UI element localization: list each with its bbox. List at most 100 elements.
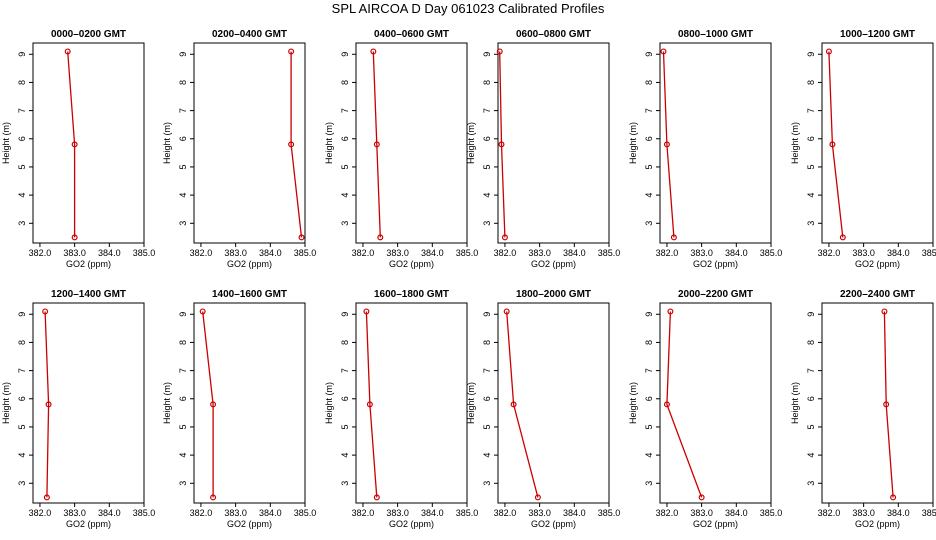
- y-tick-label: 4: [178, 453, 188, 458]
- x-tick-label: 382.0: [818, 508, 841, 518]
- x-tick-label: 382.0: [656, 248, 679, 258]
- y-tick-label: 8: [644, 80, 654, 85]
- profile-line: [67, 51, 76, 238]
- y-tick-label: 9: [806, 52, 816, 57]
- y-tick-label: 6: [17, 396, 27, 401]
- y-tick-label: 5: [340, 424, 350, 429]
- y-tick-label: 8: [482, 80, 492, 85]
- x-tick-label: 385.0: [598, 248, 621, 258]
- y-axis-label: Height (m): [1, 122, 11, 164]
- y-tick-label: 9: [340, 52, 350, 57]
- panel-10: 1800–2000 GMT 382.0 383.0 384.0 385.0 3 4 5 6 7 8 9…: [466, 289, 620, 529]
- x-axis-label: GO2 (ppm): [693, 259, 738, 269]
- x-tick-label: 383.0: [528, 508, 551, 518]
- x-tick-label: 382.0: [190, 248, 213, 258]
- data-point: [503, 308, 510, 315]
- data-point: [373, 141, 380, 148]
- y-axis-label: Height (m): [324, 382, 334, 424]
- panel-title: 0800–1000 GMT: [678, 29, 753, 40]
- x-tick-label: 382.0: [494, 248, 517, 258]
- data-point: [43, 494, 50, 501]
- y-tick-label: 9: [178, 312, 188, 317]
- y-tick-label: 8: [17, 80, 27, 85]
- y-axis-label: Height (m): [628, 382, 638, 424]
- profile-line: [506, 311, 539, 498]
- panel-8: 1400–1600 GMT 382.0 383.0 384.0 385.0 3 4 5 6 7 8 9…: [162, 289, 316, 529]
- plot-frame: [659, 42, 772, 244]
- plot-frame: [659, 302, 772, 504]
- y-tick-label: 9: [340, 312, 350, 317]
- y-axis-label: Height (m): [466, 122, 476, 164]
- y-axis-label: Height (m): [324, 122, 334, 164]
- x-tick-label: 382.0: [352, 248, 375, 258]
- plot-frame: [497, 42, 610, 244]
- plot-frame: [497, 302, 610, 504]
- data-point: [501, 234, 508, 241]
- y-tick-label: 5: [17, 164, 27, 169]
- y-tick-label: 8: [644, 340, 654, 345]
- y-tick-label: 3: [178, 481, 188, 486]
- panel-3: 0400–0600 GMT 382.0 383.0 384.0 385.0 3 4 5 6 7 8 9…: [324, 29, 478, 269]
- y-tick-label: 4: [806, 193, 816, 198]
- y-tick-label: 5: [644, 424, 654, 429]
- x-tick-label: 384.0: [259, 248, 282, 258]
- y-tick-label: 6: [644, 396, 654, 401]
- x-tick-label: 384.0: [98, 508, 121, 518]
- panel-6: 1000–1200 GMT 382.0 383.0 384.0 385.0 3 4 5 6 7 8 9…: [790, 29, 936, 269]
- y-tick-label: 3: [340, 221, 350, 226]
- data-point: [839, 234, 846, 241]
- panel-title: 2200–2400 GMT: [840, 289, 915, 300]
- x-tick-label: 385.0: [760, 248, 783, 258]
- profile-line: [828, 51, 844, 238]
- y-tick-label: 6: [644, 136, 654, 141]
- y-tick-label: 7: [17, 108, 27, 113]
- panel-title: 2000–2200 GMT: [678, 289, 753, 300]
- y-tick-label: 5: [806, 424, 816, 429]
- plot-frame: [355, 42, 468, 244]
- x-tick-label: 383.0: [852, 508, 875, 518]
- panel-title: 0600–0800 GMT: [516, 29, 591, 40]
- x-tick-label: 385.0: [133, 248, 156, 258]
- panel-1: 0000–0200 GMT 382.0 383.0 384.0 385.0 3 4 5 6 7 8 9…: [1, 29, 155, 269]
- y-tick-label: 4: [340, 453, 350, 458]
- x-tick-label: 383.0: [224, 508, 247, 518]
- x-tick-label: 383.0: [386, 248, 409, 258]
- profile-line: [202, 311, 214, 498]
- data-point: [210, 494, 217, 501]
- data-point: [71, 141, 78, 148]
- data-point: [363, 308, 370, 315]
- x-tick-label: 382.0: [818, 248, 841, 258]
- x-tick-label: 382.0: [656, 508, 679, 518]
- data-point: [883, 401, 890, 408]
- profile-line: [365, 311, 378, 498]
- plot-frame: [821, 302, 934, 504]
- y-tick-label: 3: [806, 221, 816, 226]
- data-point: [64, 48, 71, 55]
- y-tick-label: 4: [178, 193, 188, 198]
- y-tick-label: 5: [644, 164, 654, 169]
- panel-title: 0200–0400 GMT: [212, 29, 287, 40]
- y-tick-label: 9: [178, 52, 188, 57]
- x-tick-label: 383.0: [63, 508, 86, 518]
- x-tick-label: 384.0: [563, 508, 586, 518]
- y-tick-label: 8: [178, 80, 188, 85]
- x-axis-label: GO2 (ppm): [531, 519, 576, 529]
- x-tick-label: 385.0: [598, 508, 621, 518]
- y-tick-label: 3: [806, 481, 816, 486]
- profile-line: [372, 51, 381, 238]
- y-tick-label: 5: [482, 164, 492, 169]
- y-tick-label: 7: [178, 368, 188, 373]
- x-tick-label: 385.0: [294, 248, 317, 258]
- data-point: [298, 234, 305, 241]
- data-point: [670, 234, 677, 241]
- x-tick-label: 385.0: [133, 508, 156, 518]
- y-tick-label: 7: [644, 108, 654, 113]
- x-tick-label: 383.0: [63, 248, 86, 258]
- y-axis-label: Height (m): [162, 382, 172, 424]
- x-tick-label: 382.0: [29, 248, 52, 258]
- y-axis-label: Height (m): [790, 122, 800, 164]
- x-axis-label: GO2 (ppm): [66, 259, 111, 269]
- data-point: [199, 308, 206, 315]
- data-point: [71, 234, 78, 241]
